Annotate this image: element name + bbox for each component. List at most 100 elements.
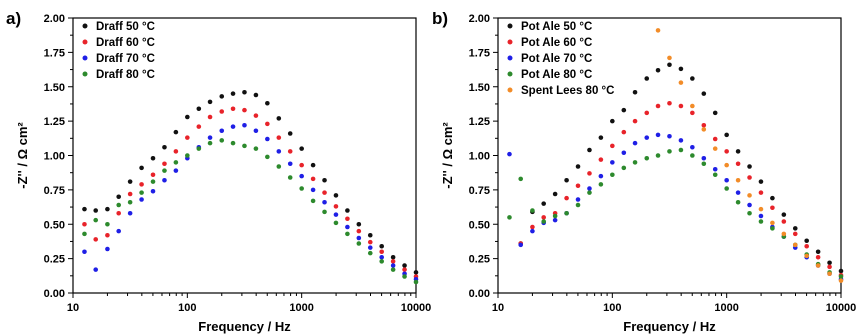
panel-a-series-3-point (93, 217, 99, 223)
panel-b-series-0-point (667, 62, 672, 68)
panel-a-series-3-point (162, 168, 167, 173)
panel-b-series-2-point (690, 144, 695, 150)
panel-a-x-tick-label: 1000 (289, 302, 313, 314)
panel-a-series-3-point (402, 274, 407, 279)
panel-b-series-0-point (758, 179, 764, 184)
panel-a-series-3-point (367, 250, 373, 256)
panel-b-series-1-point (632, 118, 638, 124)
panel-b-series-3-point (552, 213, 558, 219)
panel-a-series-3-point (276, 164, 282, 169)
panel-b-series-2-point (621, 150, 627, 156)
panel-a-x-axis-title: Frequency / Hz (198, 319, 291, 334)
panel-a-series-2-point (322, 199, 327, 205)
panel-b-series-0-point (747, 164, 752, 169)
panel-a-series-1-point (185, 135, 190, 140)
panel-a-y-tick-label: 0.25 (44, 254, 65, 266)
panel-b-series-4-point (758, 206, 764, 212)
panel-a-series-0-point (253, 92, 259, 98)
panel-a-series-2-point (345, 224, 350, 230)
panel-a-series-2-point (219, 128, 225, 134)
panel-b-series-3-point (678, 147, 684, 153)
panel-b-y-tick-label: 1.50 (469, 82, 490, 94)
panel-b-legend-entry: Pot Ale 80 °C (521, 69, 592, 81)
panel-a-series-0-point (310, 162, 316, 168)
panel-a-series-3-point (207, 140, 213, 146)
panel-b-series-2-point (575, 197, 581, 202)
panel-a-series-2-point (242, 122, 247, 128)
panel-a-legend-marker (82, 39, 88, 45)
panel-a-series-1-point (265, 121, 270, 127)
panel-a-series-2-point (265, 136, 270, 142)
panel-a-series-0-point (345, 208, 350, 213)
panel-b-series-3-point (747, 210, 752, 216)
panel-a-y-tick-label: 1.50 (44, 82, 65, 94)
panel-b-series-0-point (621, 107, 627, 113)
panel-b-series-3-point (507, 215, 512, 220)
panel-b-series-0-point (610, 118, 615, 124)
panel-a-series-0-point (287, 131, 293, 136)
panel-a-series-1-point (402, 267, 407, 272)
panel-a-y-axis-title: -Z'' / Ω cm² (15, 122, 30, 189)
panel-b-series-2-point (507, 151, 512, 157)
panel-a-series-0-point (299, 146, 304, 151)
panel-b-series-3-point (530, 208, 535, 213)
panel-a-series-1-point (276, 135, 282, 140)
panel-b-series-3-point (587, 190, 592, 195)
panel-b-series-3-point (632, 160, 638, 165)
panel-a-series-0-point (322, 177, 327, 183)
panel-b-legend-marker (507, 87, 513, 93)
panel-b-series-4-point (701, 127, 707, 132)
panel-b: b) 0.000.250.500.751.001.251.501.752.00 … (432, 9, 856, 334)
panel-b-series-3-point (598, 182, 604, 187)
panel-b-series-4-point (655, 28, 661, 33)
panel-a-legend-entry: Draff 50 °C (96, 21, 155, 33)
panel-a-series-2-point (299, 173, 304, 179)
panel-a-series-3-point (185, 153, 190, 158)
panel-b-series-4-point (804, 253, 810, 259)
panel-a-series-1-point (116, 210, 121, 216)
panel-a-series-0-point (173, 129, 179, 135)
panel-b-series-3-point (712, 172, 718, 178)
panel-b-series-1-point (701, 122, 707, 128)
panel-a-series-3-point (173, 160, 179, 165)
panel-a-series-2-point (162, 177, 167, 183)
panel-b-series-4-point (792, 242, 798, 248)
panel-b-y-tick-label: 0.50 (469, 219, 490, 231)
panel-a-series-3-point (127, 199, 133, 205)
panel-b-series-3-point (724, 186, 729, 191)
panel-a-series-2-point (276, 149, 282, 154)
panel-a-series-3-point (196, 146, 202, 151)
panel-b-series-3-point (701, 161, 707, 167)
panel-a-series-0-point (276, 116, 282, 121)
panel-a-series-3-point (356, 241, 362, 246)
panel-b-series-3-point (690, 153, 695, 158)
panel-a-series-1-point (322, 190, 327, 195)
panel-a-label: a) (6, 9, 21, 28)
panel-b-legend-entry: Spent Lees 80 °C (521, 85, 614, 97)
panel-a-series-1-point (287, 149, 293, 154)
panel-b-series-1-point (758, 190, 764, 195)
panel-b-series-2-point (587, 186, 592, 191)
panel-a-y-tick-label: 0.50 (44, 219, 65, 231)
panel-b-series-1-point (655, 103, 661, 109)
panel-b-series-1-point (644, 110, 650, 116)
panel-a-series-3-point (150, 179, 156, 184)
panel-b-series-1-point (724, 149, 729, 154)
panel-a-series-2-point (310, 187, 316, 193)
panel-a-series-2-point (93, 267, 99, 272)
panel-b-series-4-point (678, 80, 684, 85)
panel-a: a) 0.000.250.500.751.001.251.501.752.00 … (6, 9, 431, 334)
panel-a-series-2-point (105, 246, 110, 252)
panel-b-series-0-point (655, 67, 661, 73)
panel-a-series-2-point (82, 249, 87, 255)
panel-b-series-0-point (552, 191, 558, 197)
panel-b-series-2-point (644, 135, 650, 140)
panel-b-series-1-point (815, 254, 821, 260)
panel-b-series-1-point (575, 183, 581, 189)
panel-b-series-4-point (667, 55, 672, 61)
panel-a-series-1-point (230, 106, 236, 112)
panel-b-series-3-point (758, 219, 764, 224)
panel-a-series-3-point (242, 143, 247, 149)
panel-b-series-3-point (518, 176, 524, 182)
panel-a-y-tick-label: 2.00 (44, 13, 65, 25)
